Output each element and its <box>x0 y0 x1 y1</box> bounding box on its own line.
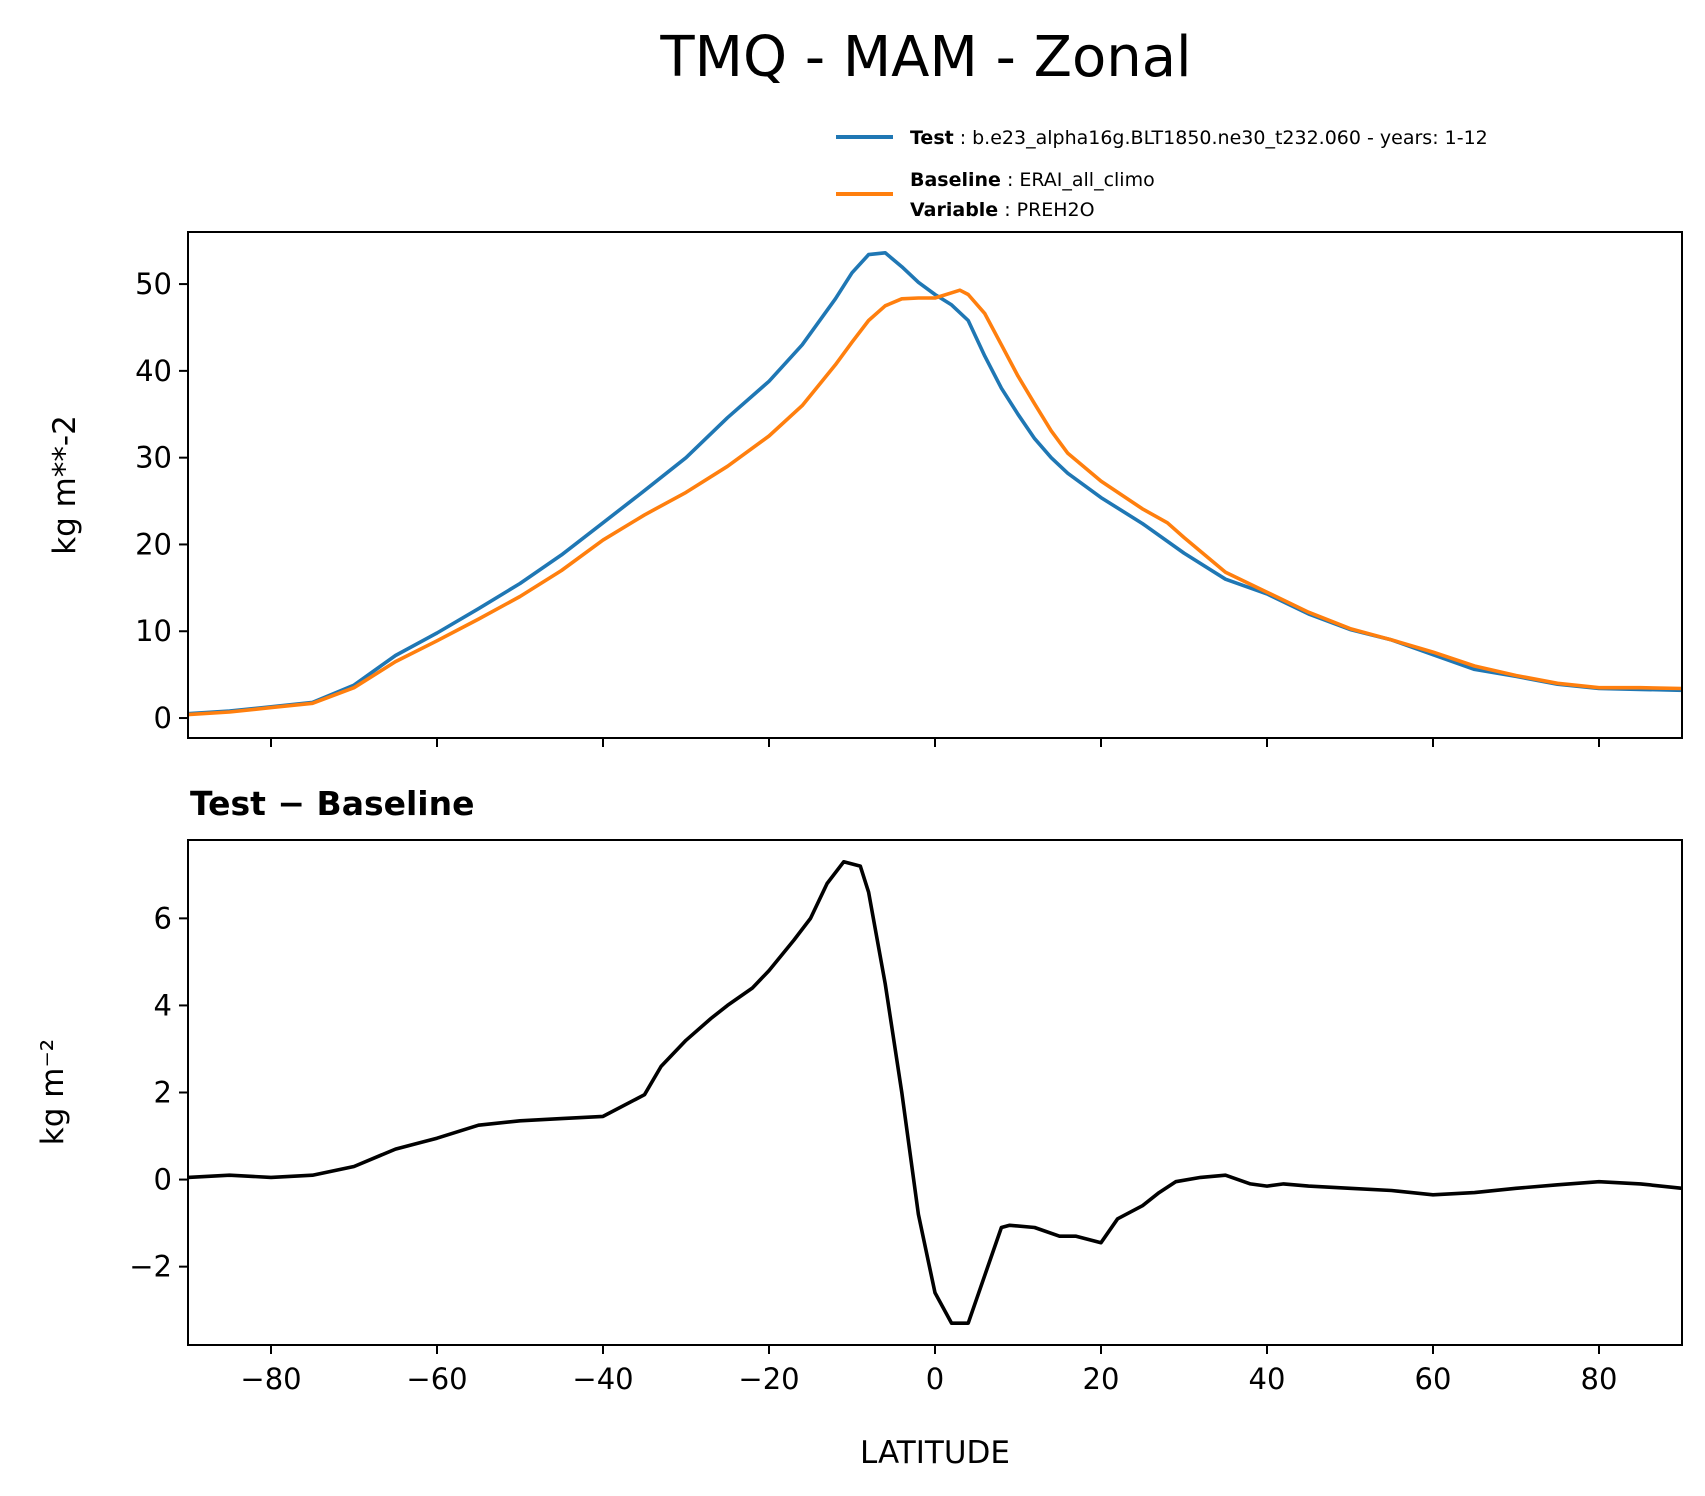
difference-ytick-label: 0 <box>154 1163 172 1197</box>
zonal-mean-ticks: 0 10 20 30 40 50 <box>135 267 1600 747</box>
difference-frame <box>187 839 1683 1346</box>
difference-xtick-label: 0 <box>926 1362 944 1396</box>
difference-ytick-label: 6 <box>154 901 172 935</box>
difference-ytick-label: −2 <box>129 1250 172 1284</box>
legend-variable-value: PREH2O <box>1017 199 1095 221</box>
difference-title: Test − Baseline <box>190 784 475 823</box>
zonal-mean-ytick-label: 40 <box>135 354 172 388</box>
legend-test-sep: : <box>960 127 966 149</box>
legend-variable-entry: Variable: PREH2O <box>910 199 1095 221</box>
legend-variable-label: Variable <box>910 199 998 221</box>
legend: Test: b.e23_alpha16g.BLT1850.ne30_t232.06… <box>836 127 1488 221</box>
difference-ylabel: kg m⁻² <box>35 1039 71 1145</box>
zonal-mean-series-baseline-line <box>187 288 1683 717</box>
zonal-mean-ylabel: kg m**-2 <box>47 415 83 555</box>
legend-variable-sep: : <box>1004 199 1010 221</box>
difference-ytick-label: 4 <box>154 988 172 1022</box>
zonal-mean-series-test-line <box>187 251 1683 716</box>
legend-baseline-value: ERAI_all_climo <box>1019 169 1154 191</box>
zonal-mean-ytick-label: 50 <box>135 267 172 301</box>
legend-baseline-label: Baseline <box>910 169 1001 191</box>
legend-test-value: b.e23_alpha16g.BLT1850.ne30_t232.060 - y… <box>972 127 1488 149</box>
difference-xtick-label: 20 <box>1083 1362 1120 1396</box>
difference-xtick-label: 60 <box>1415 1362 1452 1396</box>
difference-xlabel: LATITUDE <box>860 1435 1010 1471</box>
difference-ytick-label: 2 <box>154 1076 172 1110</box>
difference-xtick-label: 40 <box>1249 1362 1286 1396</box>
legend-baseline-entry: Baseline: ERAI_all_climo <box>910 169 1155 191</box>
difference-xtick-label: 80 <box>1581 1362 1618 1396</box>
zonal-mean-ytick-label: 10 <box>135 614 172 648</box>
zonal-mean-ytick-label: 30 <box>135 441 172 475</box>
zonal-mean-panel: 0 10 20 30 40 50 kg m**-2 <box>47 231 1683 747</box>
legend-test-entry: Test: b.e23_alpha16g.BLT1850.ne30_t232.06… <box>910 127 1488 149</box>
difference-xtick-label: −20 <box>738 1362 799 1396</box>
zonal-mean-ytick-label: 0 <box>154 701 172 735</box>
legend-baseline-sep: : <box>1007 169 1013 191</box>
difference-series-layer <box>187 859 1683 1325</box>
difference-xtick-label: −80 <box>240 1362 301 1396</box>
zonal-mean-frame <box>187 231 1683 739</box>
difference-xtick-label: −40 <box>572 1362 633 1396</box>
difference-series-test-baseline-line <box>187 859 1683 1325</box>
figure-title: TMQ - MAM - Zonal <box>659 25 1191 90</box>
difference-xtick-label: −60 <box>406 1362 467 1396</box>
zonal-mean-ytick-label: 20 <box>135 527 172 561</box>
legend-test-label: Test <box>910 127 954 149</box>
zonal-mean-series-layer <box>187 251 1683 717</box>
